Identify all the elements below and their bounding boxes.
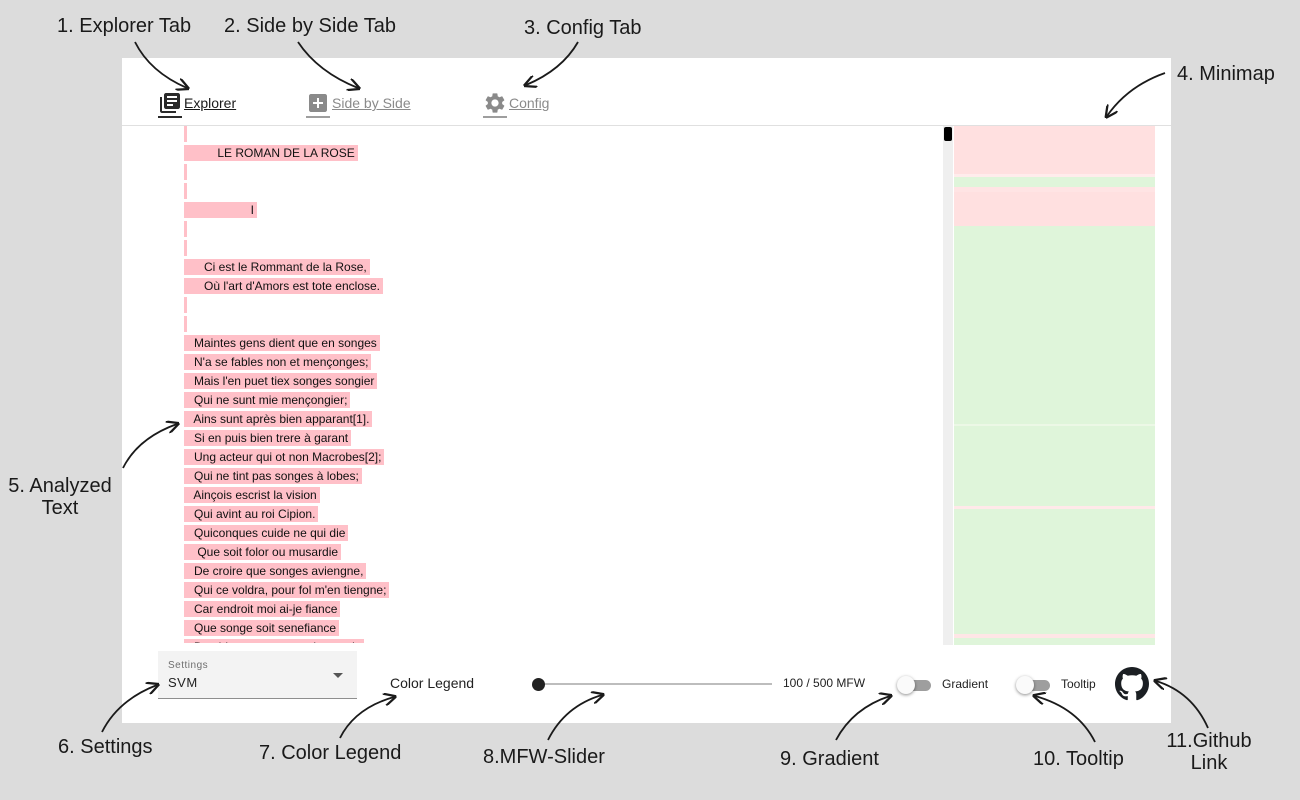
scrollbar-thumb[interactable] <box>944 127 952 141</box>
tab-explorer[interactable]: Explorer <box>158 88 236 118</box>
annotation-analyzed-text-line1: 5. Analyzed <box>8 475 112 497</box>
annotation-settings: 6. Settings <box>58 736 153 758</box>
minimap-band-pink-4 <box>954 634 1155 638</box>
text-line: Si en puis bien trere à garant <box>184 430 352 446</box>
settings-select[interactable]: Settings SVM <box>158 651 357 699</box>
text-line: Maintes gens dient que en songes <box>184 335 380 351</box>
mfw-value: 100 / 500 MFW <box>783 676 866 690</box>
tab-side-by-side-indicator <box>306 116 330 118</box>
analyzed-text-pane[interactable]: LE ROMAN DE LA ROSE I Ci est le Rommant … <box>122 126 937 643</box>
text-line: Ains sunt après bien apparant[1]. <box>184 411 373 427</box>
text-line: Ainçois escrist la vision <box>184 487 320 503</box>
gradient-toggle[interactable] <box>897 676 933 694</box>
text-line: Car endroit moi ai-je fiance <box>184 601 341 617</box>
annotation-explorer-tab: 1. Explorer Tab <box>57 15 192 37</box>
text-line: Quiconques cuide ne qui die <box>184 525 349 541</box>
text-line: Ci est le Rommant de la Rose, <box>184 259 370 275</box>
minimap-band-pink <box>954 126 1155 174</box>
tooltip-label: Tooltip <box>1061 677 1096 691</box>
text-line: Que soit folor ou musardie <box>184 544 342 560</box>
tab-side-by-side-label: Side by Side <box>332 95 411 111</box>
mfw-slider-thumb[interactable] <box>532 678 545 691</box>
text-line: Que songe soit senefiance <box>184 620 340 636</box>
minimap[interactable] <box>954 126 1155 645</box>
tab-explorer-label: Explorer <box>184 95 237 111</box>
annotation-analyzed-text: 5. Analyzed Text <box>4 475 116 519</box>
annotation-config-tab: 3. Config Tab <box>524 17 642 39</box>
minimap-band-pink-3 <box>954 506 1155 509</box>
annotation-side-by-side-tab: 2. Side by Side Tab <box>224 15 396 37</box>
annotation-tooltip: 10. Tooltip <box>1033 748 1124 770</box>
color-legend[interactable]: Color Legend <box>390 675 475 691</box>
text-line: Qui ne tint pas songes à lobes; <box>184 468 362 484</box>
gradient-toggle-thumb <box>897 676 915 694</box>
minimap-band-pink-2 <box>954 192 1155 226</box>
text-line: N'a se fables non et mençonges; <box>184 354 372 370</box>
tab-config-label: Config <box>509 95 550 111</box>
text-line: Qui ce voldra, pour fol m'en tiengne; <box>184 582 390 598</box>
text-line: Où l'art d'Amors est tote enclose. <box>184 278 383 294</box>
gradient-label: Gradient <box>942 677 989 691</box>
gear-icon <box>485 93 505 113</box>
github-icon[interactable] <box>1115 667 1149 701</box>
text-line <box>184 183 187 199</box>
annotation-github-link-line2: Link <box>1190 752 1228 774</box>
annotation-minimap: 4. Minimap <box>1177 63 1275 85</box>
tooltip-toggle-track <box>1020 680 1050 691</box>
text-line <box>184 126 187 142</box>
library-books-icon <box>160 93 180 113</box>
tab-config[interactable]: Config <box>483 88 549 118</box>
tab-side-by-side[interactable]: Side by Side <box>306 88 411 118</box>
add-box-icon <box>309 94 327 112</box>
text-line <box>184 221 187 237</box>
annotation-github-link-line1: 11.Github <box>1166 730 1252 752</box>
annotation-color-legend: 7. Color Legend <box>259 742 402 764</box>
minimap-band-pink-light <box>954 174 1155 177</box>
annotation-mfw-slider: 8.MFW-Slider <box>483 746 605 768</box>
settings-caption: Settings <box>168 660 209 671</box>
text-line: Mais l'en puet tiex songes songier <box>184 373 378 389</box>
text-line: Des biens as gens et des anuiz <box>184 639 364 643</box>
text-line: Qui ne sunt mie mençongier; <box>184 392 351 408</box>
annotation-github-link: 11.Github Link <box>1163 730 1255 774</box>
text-line <box>184 164 187 180</box>
gradient-toggle-track <box>901 680 931 691</box>
settings-value: SVM <box>168 675 198 690</box>
text-line: De croire que songes aviengne, <box>184 563 367 579</box>
mfw-slider-track[interactable] <box>538 683 772 685</box>
chevron-down-icon <box>333 673 343 678</box>
tab-config-indicator <box>483 116 507 118</box>
tooltip-toggle[interactable] <box>1016 676 1052 694</box>
text-line <box>184 240 187 256</box>
text-line <box>184 316 187 332</box>
app-window: Explorer Side by Side Config LE ROMAN DE… <box>122 58 1171 723</box>
tab-explorer-indicator <box>158 116 182 118</box>
annotation-gradient: 9. Gradient <box>780 748 879 770</box>
text-line: Qui avint au roi Cipion. <box>184 506 319 522</box>
mfw-slider[interactable] <box>532 675 772 693</box>
minimap-band-pink-thin <box>954 187 1155 192</box>
annotation-analyzed-text-line2: Text <box>41 497 79 519</box>
tooltip-toggle-thumb <box>1016 676 1034 694</box>
text-scrollbar[interactable] <box>943 126 953 645</box>
minimap-band-stripe <box>954 424 1155 426</box>
text-line: LE ROMAN DE LA ROSE <box>184 145 358 161</box>
text-line: Ung acteur qui ot non Macrobes[2]; <box>184 449 385 465</box>
tab-bar: Explorer Side by Side Config <box>122 58 1171 126</box>
text-line: I <box>184 202 258 218</box>
text-line <box>184 297 187 313</box>
